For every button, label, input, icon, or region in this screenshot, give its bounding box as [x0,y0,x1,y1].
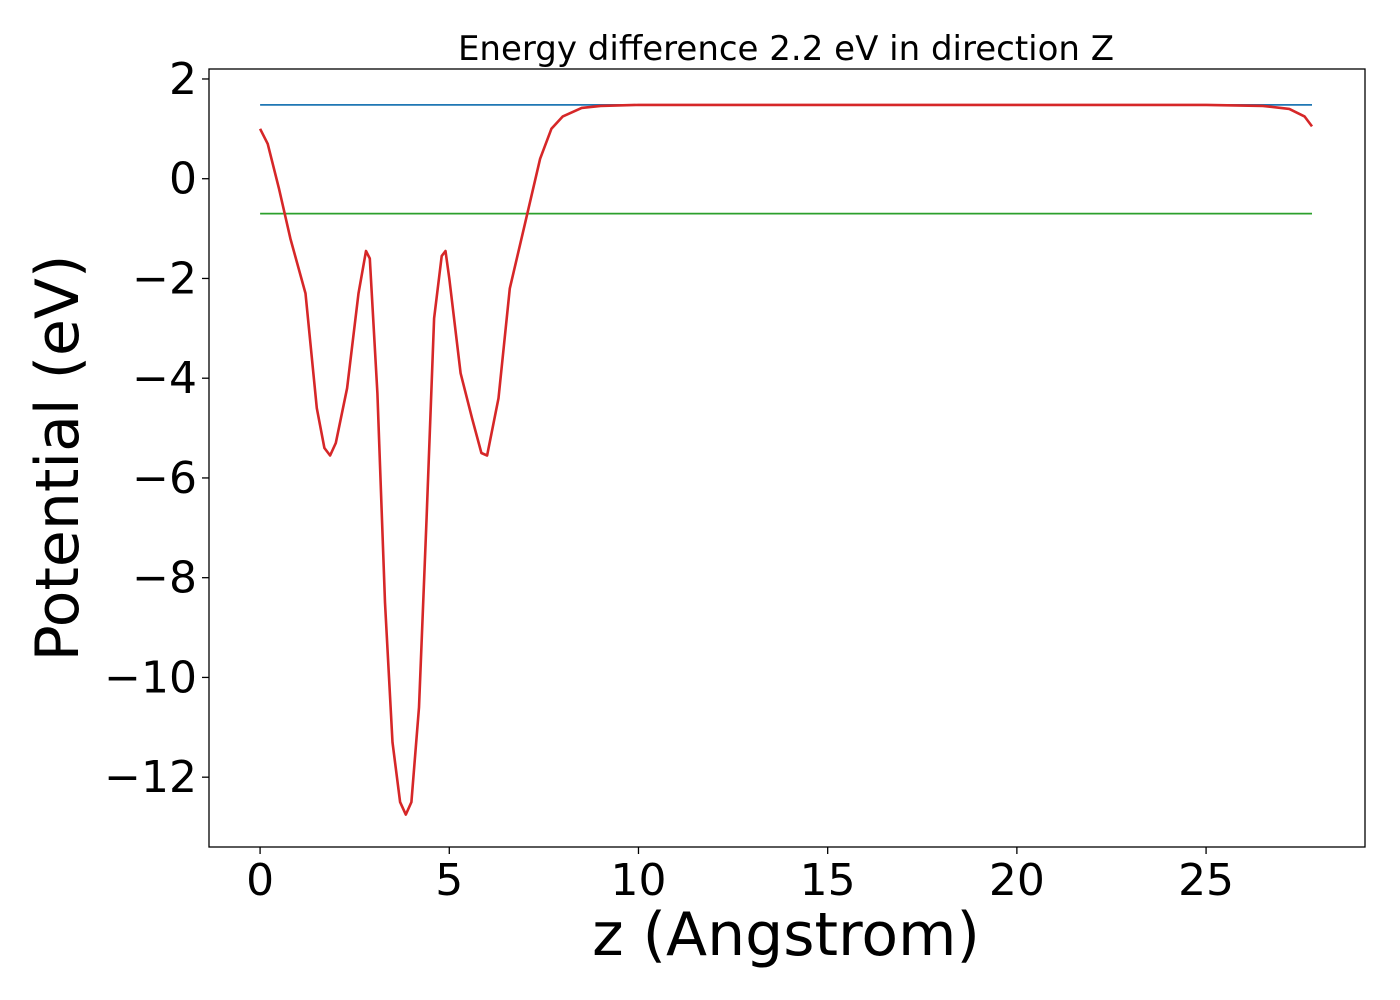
y-tick-label: −8 [132,553,197,604]
x-tick-label: 0 [246,855,274,906]
x-tick-label: 20 [989,855,1045,906]
y-axis-ticks: 2 0 −2 −4 −6 −8 −10 −12 [104,54,209,803]
x-tick-label: 25 [1178,855,1234,906]
y-tick-label: 2 [169,54,197,105]
x-axis-ticks: 0 5 10 15 20 25 [246,847,1234,906]
potential-curve [258,103,1314,816]
x-tick-label: 15 [800,855,856,906]
y-tick-label: −2 [132,253,197,304]
y-axis-label: Potential (eV) [23,255,93,662]
x-axis-label: z (Angstrom) [592,900,980,970]
plot-frame [208,68,1366,848]
chart-title: Energy difference 2.2 eV in direction Z [458,29,1114,69]
series-layer [258,103,1314,816]
y-tick-label: 0 [169,154,197,205]
y-tick-label: −6 [132,453,197,504]
y-tick-label: −10 [104,652,197,703]
x-tick-label: 5 [435,855,463,906]
x-tick-label: 10 [610,855,666,906]
y-tick-label: −4 [132,353,197,404]
y-tick-label: −12 [104,752,197,803]
